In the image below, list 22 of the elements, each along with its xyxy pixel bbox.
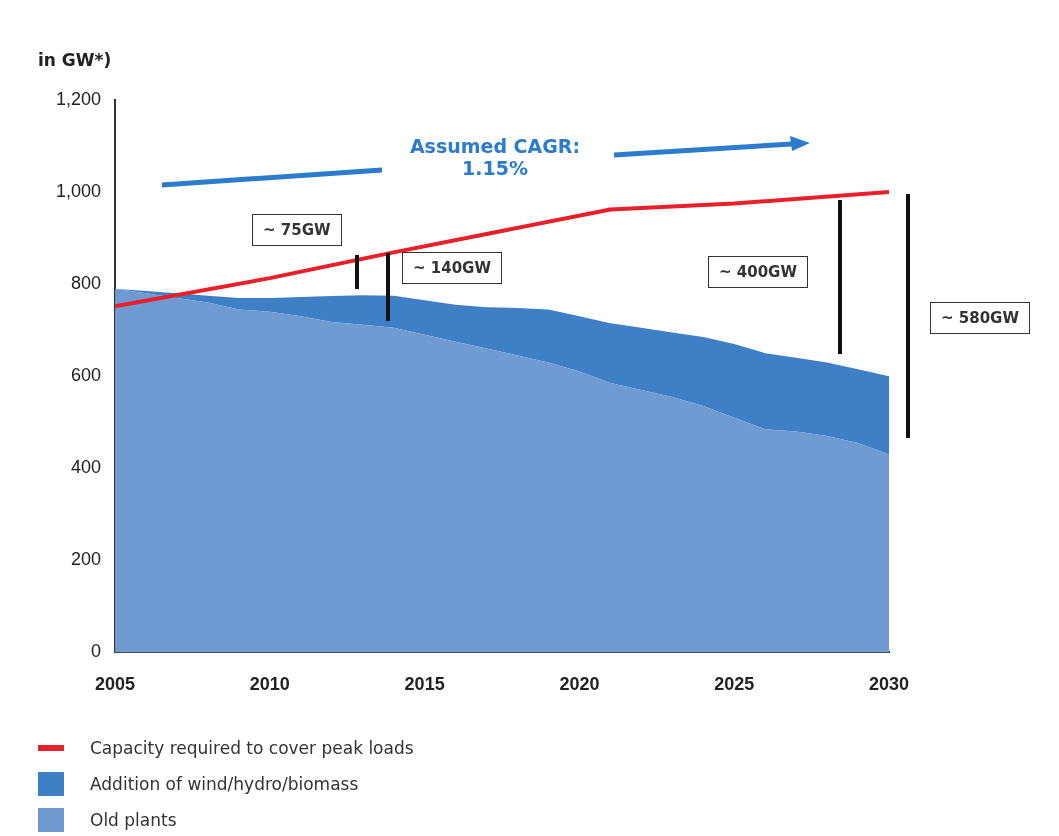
legend-label: Addition of wind/hydro/biomass — [90, 774, 359, 794]
annotation: ~ 75GW — [252, 214, 342, 246]
x-tick-label: 2015 — [404, 674, 445, 695]
x-tick-label: 2005 — [95, 674, 136, 695]
y-tick-label: 400 — [71, 457, 102, 478]
y-axis-title: in GW*) — [38, 50, 112, 70]
annotation: ~ 400GW — [708, 256, 808, 288]
annotation: Assumed CAGR: 1.15% — [408, 135, 582, 179]
x-tick-label: 2025 — [714, 674, 755, 695]
x-tick-label: 2010 — [249, 674, 290, 695]
y-tick-label: 600 — [71, 365, 102, 386]
x-tick-label: 2020 — [559, 674, 600, 695]
legend-label: Capacity required to cover peak loads — [90, 738, 414, 758]
y-tick-label: 1,200 — [56, 88, 102, 109]
y-tick-label: 200 — [71, 549, 102, 570]
annotation: ~ 140GW — [402, 252, 502, 284]
y-tick-label: 800 — [71, 273, 102, 294]
y-tick-label: 0 — [91, 641, 102, 662]
x-tick-label: 2030 — [868, 674, 910, 695]
text: ~ 580GW — [930, 302, 1030, 334]
y-tick-label: 1,000 — [56, 181, 102, 202]
legend-label: Old plants — [90, 810, 177, 830]
